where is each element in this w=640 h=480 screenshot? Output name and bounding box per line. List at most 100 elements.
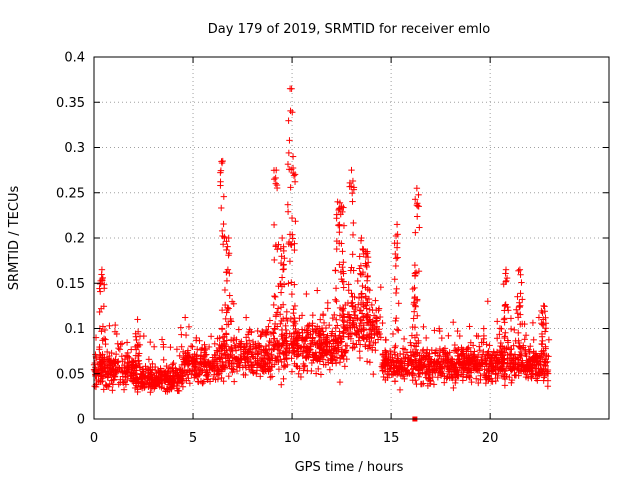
y-tick-label: 0.4 <box>64 51 85 66</box>
y-tick-label: 0.2 <box>64 232 85 247</box>
data-point <box>544 383 552 390</box>
data-point <box>424 382 432 390</box>
y-tick-label: 0 <box>77 413 85 428</box>
data-point <box>109 387 116 394</box>
data-point <box>493 335 501 342</box>
data-point <box>266 337 273 345</box>
data-point <box>315 365 322 373</box>
data-point <box>225 372 232 380</box>
y-tick-label: 0.35 <box>56 96 85 111</box>
y-tick-label: 0.1 <box>64 322 85 337</box>
data-point <box>527 343 534 350</box>
data-point <box>336 378 344 386</box>
y-tick-label: 0.05 <box>56 367 85 382</box>
data-point <box>116 346 124 353</box>
data-point <box>100 386 107 393</box>
x-tick-label: 20 <box>482 431 499 446</box>
data-point <box>267 339 275 346</box>
data-point <box>103 348 111 356</box>
data-point <box>287 315 295 323</box>
data-point <box>117 341 124 348</box>
data-point <box>334 322 341 329</box>
data-point <box>201 341 208 348</box>
data-point <box>288 368 296 375</box>
data-point <box>283 314 290 322</box>
x-tick-label: 10 <box>284 431 301 446</box>
data-point <box>306 321 313 329</box>
data-point <box>535 314 543 321</box>
data-point <box>165 364 173 371</box>
data-point <box>266 317 274 324</box>
data-point <box>478 353 486 361</box>
y-tick-label: 0.3 <box>64 141 85 156</box>
data-point <box>494 318 501 325</box>
grid-layer <box>94 57 609 419</box>
y-tick-label: 0.15 <box>56 277 85 292</box>
data-point <box>329 314 336 322</box>
points-layer <box>90 85 553 422</box>
data-point <box>529 319 537 327</box>
data-point <box>98 328 105 335</box>
data-point <box>100 335 108 343</box>
data-point <box>254 327 261 335</box>
data-point <box>456 332 463 340</box>
data-point <box>185 323 193 331</box>
x-tick-label: 15 <box>383 431 400 446</box>
data-point <box>194 346 201 353</box>
data-point <box>176 352 183 360</box>
data-point <box>513 306 520 313</box>
data-point <box>419 347 426 355</box>
data-point <box>373 315 381 322</box>
data-point <box>501 382 509 389</box>
data-point <box>218 325 226 333</box>
data-point <box>312 329 319 337</box>
data-point <box>186 380 194 387</box>
data-point <box>205 343 213 351</box>
data-point <box>149 360 156 368</box>
data-point <box>257 333 264 340</box>
data-point <box>366 359 374 366</box>
data-point <box>483 341 490 348</box>
data-point <box>326 343 333 350</box>
data-point <box>121 361 128 369</box>
x-tick-label: 5 <box>189 431 197 446</box>
data-point <box>115 344 122 352</box>
data-point <box>521 336 528 343</box>
y-axis-label: SRMTID / TECUs <box>7 186 22 291</box>
data-point <box>184 371 191 378</box>
data-point <box>103 382 110 389</box>
data-point <box>173 346 181 353</box>
data-point <box>496 331 503 338</box>
x-tick-label: 0 <box>90 431 98 446</box>
y-tick-label: 0.25 <box>56 186 85 201</box>
data-point <box>202 345 209 353</box>
data-point <box>510 342 517 349</box>
data-point <box>147 338 154 346</box>
data-point <box>284 317 291 325</box>
data-point <box>220 378 227 385</box>
data-point <box>486 342 493 349</box>
data-point <box>530 336 537 344</box>
data-point <box>431 327 438 334</box>
data-point <box>420 380 427 387</box>
data-point <box>529 371 536 378</box>
data-point <box>377 284 385 291</box>
data-point <box>278 332 285 340</box>
data-point <box>294 351 302 359</box>
data-point <box>464 345 471 353</box>
data-point <box>178 361 186 369</box>
data-point <box>356 348 363 355</box>
data-point <box>284 361 291 369</box>
data-point <box>389 330 397 338</box>
data-point <box>452 379 459 387</box>
chart-title: Day 179 of 2019, SRMTID for receiver eml… <box>208 22 490 37</box>
data-point <box>280 375 287 383</box>
x-axis-label: GPS time / hours <box>295 460 404 475</box>
data-point <box>345 287 352 294</box>
data-point <box>211 340 218 348</box>
data-point <box>185 375 192 382</box>
data-point <box>249 362 257 369</box>
data-point <box>320 319 328 327</box>
